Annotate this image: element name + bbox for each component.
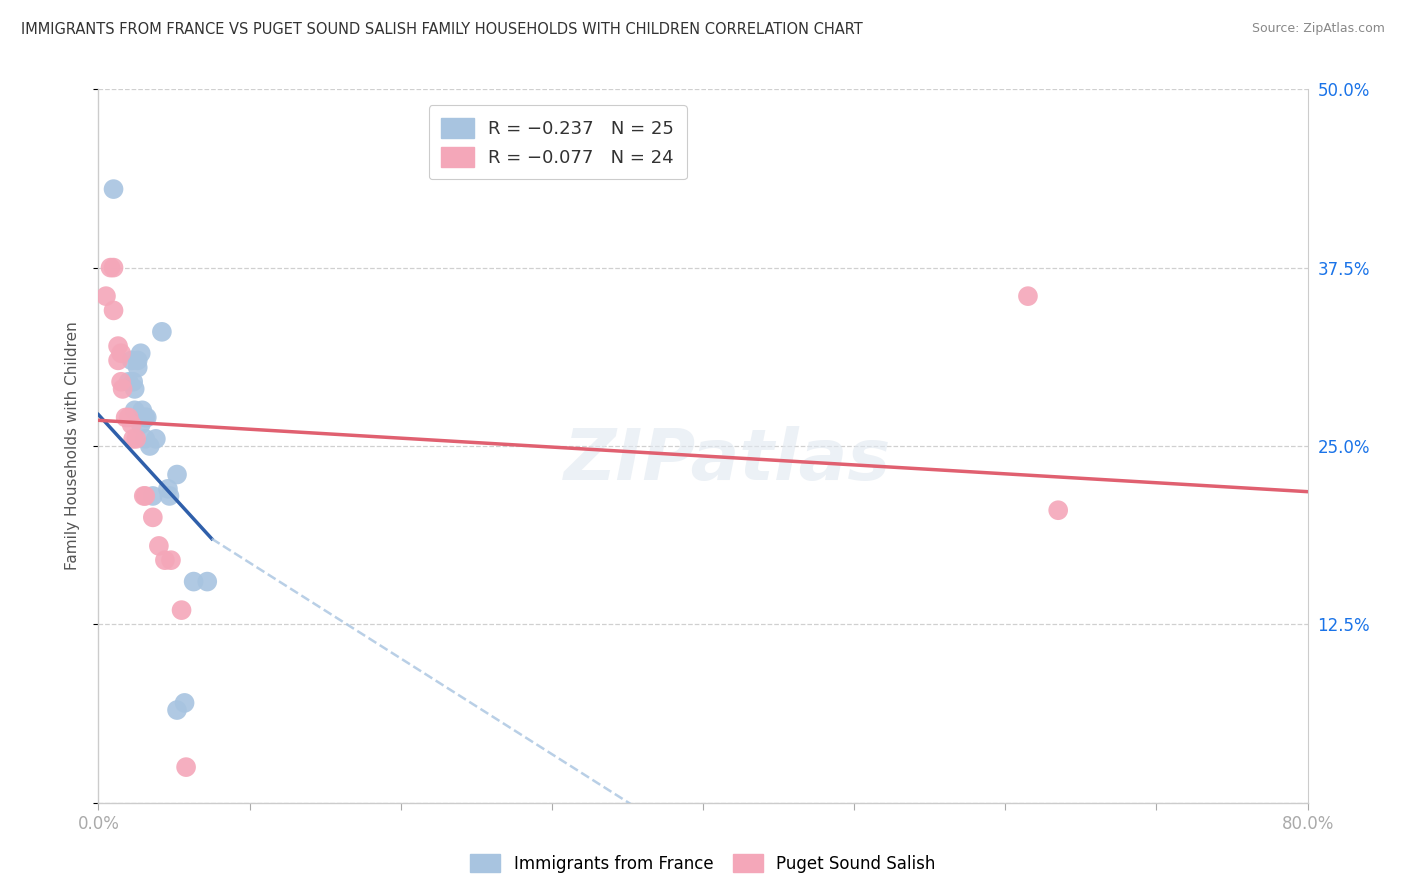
Point bbox=[150, 325, 173, 339]
Point bbox=[135, 410, 157, 425]
Point bbox=[148, 539, 170, 553]
Point bbox=[127, 360, 149, 375]
Point bbox=[173, 696, 195, 710]
Point bbox=[166, 467, 188, 482]
Point bbox=[94, 289, 117, 303]
Point bbox=[107, 353, 129, 368]
Point bbox=[103, 260, 125, 275]
Point bbox=[174, 760, 197, 774]
Point bbox=[156, 482, 179, 496]
Point bbox=[131, 403, 153, 417]
Legend: R = −0.237   N = 25, R = −0.077   N = 24: R = −0.237 N = 25, R = −0.077 N = 24 bbox=[429, 105, 688, 179]
Point bbox=[134, 489, 156, 503]
Point bbox=[145, 432, 167, 446]
Point bbox=[134, 410, 156, 425]
Point bbox=[153, 553, 176, 567]
Point bbox=[118, 410, 141, 425]
Point bbox=[110, 346, 132, 360]
Point bbox=[183, 574, 205, 589]
Point bbox=[122, 375, 145, 389]
Point bbox=[166, 703, 188, 717]
Point bbox=[100, 260, 122, 275]
Point bbox=[103, 303, 125, 318]
Point bbox=[121, 417, 143, 432]
Point bbox=[134, 432, 156, 446]
Point bbox=[110, 375, 132, 389]
Point bbox=[111, 382, 134, 396]
Point bbox=[132, 489, 155, 503]
Point bbox=[121, 353, 143, 368]
Point bbox=[118, 375, 141, 389]
Point bbox=[122, 432, 145, 446]
Point bbox=[124, 403, 146, 417]
Point bbox=[107, 339, 129, 353]
Text: ZIPatlas: ZIPatlas bbox=[564, 425, 891, 495]
Point bbox=[159, 489, 181, 503]
Point bbox=[129, 417, 152, 432]
Point bbox=[170, 603, 193, 617]
Point bbox=[1017, 289, 1039, 303]
Point bbox=[103, 182, 125, 196]
Point bbox=[142, 510, 165, 524]
Point bbox=[142, 489, 165, 503]
Point bbox=[129, 346, 152, 360]
Point bbox=[124, 382, 146, 396]
Point bbox=[195, 574, 218, 589]
Point bbox=[1047, 503, 1070, 517]
Point bbox=[114, 410, 136, 425]
Legend: Immigrants from France, Puget Sound Salish: Immigrants from France, Puget Sound Sali… bbox=[464, 847, 942, 880]
Point bbox=[139, 439, 162, 453]
Point bbox=[125, 432, 148, 446]
Point bbox=[127, 353, 149, 368]
Point bbox=[160, 553, 183, 567]
Y-axis label: Family Households with Children: Family Households with Children bbox=[65, 322, 80, 570]
Text: IMMIGRANTS FROM FRANCE VS PUGET SOUND SALISH FAMILY HOUSEHOLDS WITH CHILDREN COR: IMMIGRANTS FROM FRANCE VS PUGET SOUND SA… bbox=[21, 22, 863, 37]
Text: Source: ZipAtlas.com: Source: ZipAtlas.com bbox=[1251, 22, 1385, 36]
